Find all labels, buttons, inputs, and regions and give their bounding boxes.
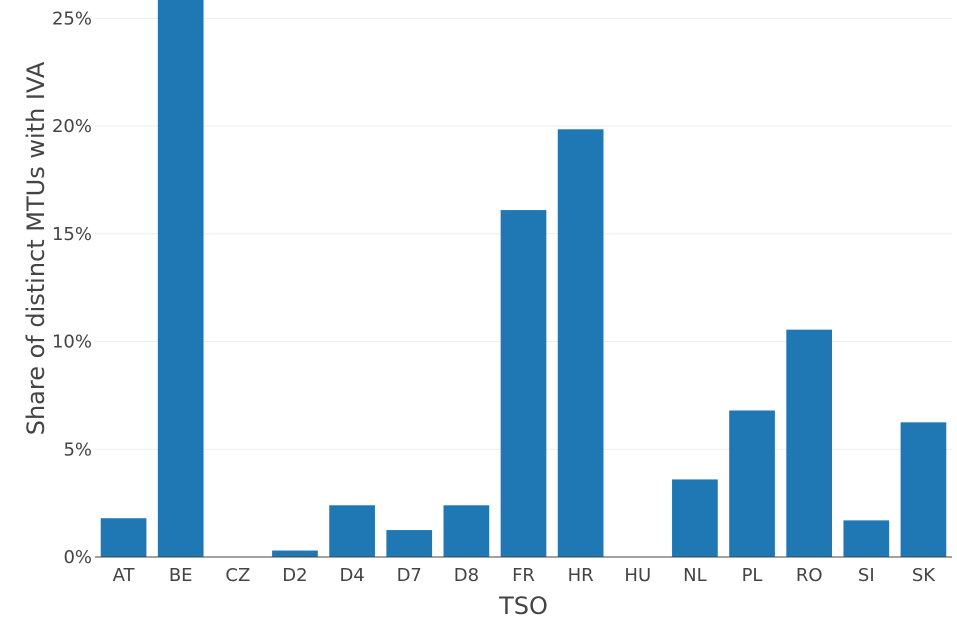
x-tick-label: D2: [282, 565, 307, 586]
y-tick-label: 25%: [52, 8, 92, 29]
x-tick-label: D7: [397, 565, 422, 586]
bar-d2: [272, 550, 318, 557]
bar-d4: [329, 505, 375, 557]
bar-hr: [557, 129, 604, 557]
bar-ro: [786, 329, 833, 557]
y-axis-ticks: 0% 5% 10% 15% 20% 25%: [52, 8, 92, 568]
y-axis-title: Share of distinct MTUs with IVA: [22, 61, 50, 435]
bar-be: [157, 0, 204, 557]
x-tick-label: BE: [169, 565, 193, 586]
x-tick-label: HR: [568, 565, 594, 586]
y-tick-label: 5%: [63, 439, 92, 460]
bar-d7: [386, 530, 433, 557]
x-axis-title: TSO: [498, 592, 548, 619]
y-tick-label: 0%: [63, 547, 92, 568]
bar-fr: [500, 210, 547, 557]
x-tick-label: PL: [742, 565, 763, 586]
x-tick-label: NL: [683, 565, 707, 586]
x-tick-label: AT: [113, 565, 136, 586]
bar-sk: [900, 422, 947, 557]
x-tick-label: RO: [796, 565, 823, 586]
x-tick-label: CZ: [225, 565, 250, 586]
bar-si: [843, 520, 890, 557]
x-axis-ticks: AT BE CZ D2 D4 D7 D8 FR HR HU NL PL RO SI SK: [113, 565, 937, 586]
x-tick-label: D4: [339, 565, 364, 586]
y-tick-label: 15%: [52, 224, 92, 245]
bar-d8: [443, 505, 490, 557]
bar-at: [100, 518, 147, 557]
bars: [100, 0, 947, 557]
bar-nl: [672, 479, 718, 557]
x-tick-label: SI: [858, 565, 875, 586]
x-tick-label: D8: [454, 565, 479, 586]
bar-pl: [729, 410, 775, 557]
y-tick-label: 20%: [52, 116, 92, 137]
x-tick-label: HU: [624, 565, 651, 586]
x-tick-label: FR: [512, 565, 535, 586]
x-tick-label: SK: [912, 565, 936, 586]
y-tick-label: 10%: [52, 332, 92, 353]
